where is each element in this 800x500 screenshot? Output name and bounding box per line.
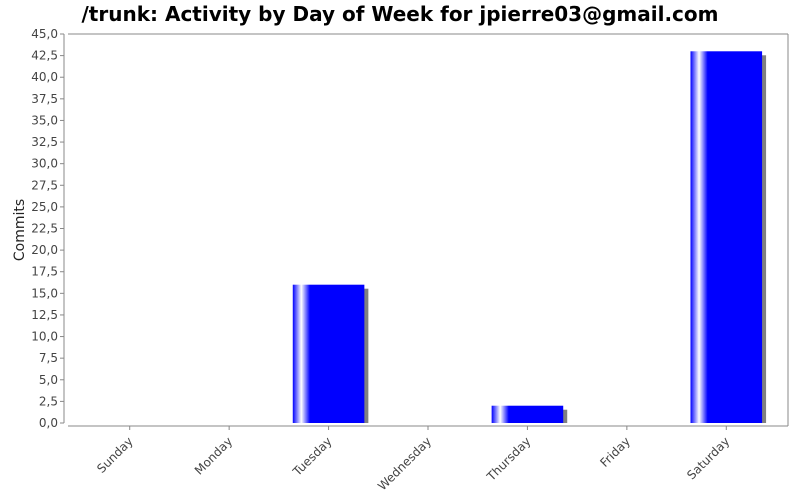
y-axis-label: Commits	[12, 199, 28, 261]
bar	[690, 51, 763, 424]
y-tick-label: 20,0	[31, 243, 58, 257]
x-tick-label: Saturday	[684, 434, 732, 482]
y-tick-label: 17,5	[31, 265, 58, 279]
x-tick-label: Thursday	[483, 434, 533, 484]
chart-title: /trunk: Activity by Day of Week for jpie…	[81, 2, 719, 26]
y-tick-label: 0,0	[39, 416, 58, 430]
bar	[491, 405, 564, 423]
y-tick-label: 40,0	[31, 70, 58, 84]
y-tick-label: 5,0	[39, 373, 58, 387]
y-tick-label: 27,5	[31, 178, 58, 192]
y-tick-label: 25,0	[31, 200, 58, 214]
y-tick-label: 35,0	[31, 113, 58, 127]
x-axis: Sunday Monday Tuesday Wednesday Thursday Frid…	[68, 425, 788, 493]
y-axis: 0,0 2,5 5,0 7,5 10,0 12,5 15,0 17,5 20,0 22,5 25,0…	[31, 27, 65, 430]
x-tick-label: Friday	[597, 434, 633, 470]
y-tick-label: 30,0	[31, 157, 58, 171]
y-tick-label: 42,5	[31, 49, 58, 63]
y-tick-label: 12,5	[31, 308, 58, 322]
bar-series	[292, 51, 767, 424]
x-tick-label: Wednesday	[375, 434, 434, 493]
y-tick-label: 7,5	[39, 351, 58, 365]
x-tick-label: Tuesday	[290, 434, 335, 479]
y-tick-label: 37,5	[31, 92, 58, 106]
x-tick-label: Monday	[192, 434, 235, 477]
y-tick-label: 10,0	[31, 330, 58, 344]
y-tick-label: 45,0	[31, 27, 58, 41]
y-tick-label: 15,0	[31, 286, 58, 300]
y-tick-label: 22,5	[31, 222, 58, 236]
plot-area	[68, 33, 789, 426]
bar	[292, 284, 365, 423]
y-tick-label: 32,5	[31, 135, 58, 149]
y-tick-label: 2,5	[39, 394, 58, 408]
x-tick-label: Sunday	[94, 434, 136, 476]
